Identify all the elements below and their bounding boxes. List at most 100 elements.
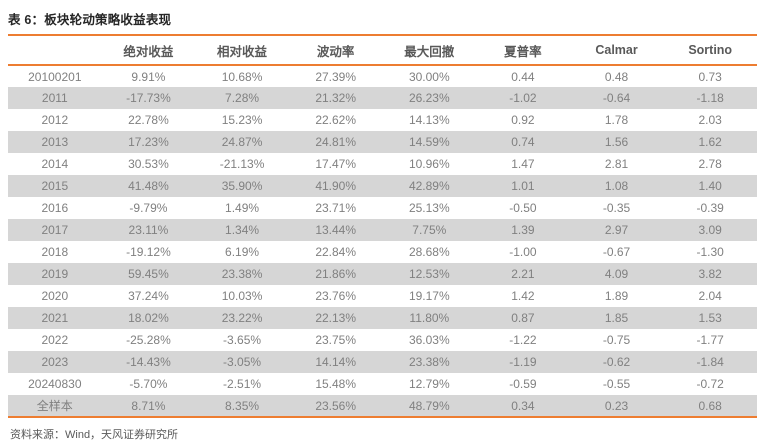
table-cell: 12.53% [408, 267, 450, 281]
table-cell: 27.39% [315, 69, 357, 84]
table-cell: 15.48% [315, 377, 357, 391]
table-cell: 23.38% [221, 267, 263, 281]
table-cell: 14.59% [408, 135, 450, 149]
table-cell: -0.35 [602, 201, 631, 215]
column-header: Calmar [569, 36, 664, 66]
table-cell: 0.68 [663, 395, 757, 418]
table-cell: 1.01 [511, 179, 535, 193]
column-header: 相对收益 [195, 36, 289, 66]
table-cell: 1.39 [511, 223, 535, 237]
table-cell: -25.28% [126, 333, 171, 347]
table-cell: 3.82 [698, 267, 722, 281]
table-cell: 2.81 [604, 157, 629, 171]
table-cell: 41.48% [128, 179, 169, 193]
table-row: 2012 22.78% 15.23% 22.62% 14.13% 0.92 1.78 2.03 [8, 109, 757, 131]
table-row: 2019 59.45% 23.38% 21.86% 12.53% 2.21 4.09 3.82 [8, 263, 757, 285]
column-header: 夏普率 [476, 36, 570, 66]
table-cell: 6.19% [225, 245, 260, 259]
table-cell: 1.89 [604, 289, 629, 303]
table-cell: -1.19 [509, 355, 537, 369]
table-cell: 23.75% [315, 333, 357, 347]
table-cell: 24.81% [315, 135, 357, 149]
table-cell: -0.67 [602, 245, 631, 259]
table-row: 20240830 -5.70% -2.51% 15.48% 12.79% -0.59 -0.… [8, 373, 757, 395]
table-cell: 11.80% [409, 311, 450, 325]
table-row: 2014 30.53% -21.13% 17.47% 10.96% 1.47 2.81 2.7… [8, 153, 757, 175]
table-cell: -1.77 [696, 333, 724, 347]
table-cell: 4.09 [604, 267, 629, 281]
table-cell: 2.78 [698, 157, 722, 171]
row-label: 2013 [41, 135, 69, 149]
row-label: 2014 [41, 157, 69, 171]
table-cell: -0.50 [509, 201, 537, 215]
table-cell: 37.24% [128, 289, 169, 303]
table-cell: 24.87% [221, 135, 263, 149]
table-cell: 0.73 [698, 69, 722, 84]
table-row: 2018 -19.12% 6.19% 22.84% 28.68% -1.00 -0.67 -1… [8, 241, 757, 263]
table-cell: 1.53 [698, 311, 722, 325]
column-header: 绝对收益 [101, 36, 196, 66]
table-cell: 0.74 [511, 135, 535, 149]
table-cell: 30.00% [408, 69, 450, 84]
table-cell: 23.71% [315, 201, 357, 215]
row-label: 2016 [41, 201, 69, 215]
table-cell: -0.39 [696, 201, 724, 215]
row-label: 2017 [41, 223, 69, 237]
table-cell: 25.13% [408, 201, 450, 215]
table-cell: 13.44% [315, 223, 357, 237]
table-row: 2023 -14.43% -3.05% 14.14% 23.38% -1.19 -0.62 -… [8, 351, 757, 373]
table-cell: 23.38% [408, 355, 450, 369]
table-cell: 2.21 [511, 267, 535, 281]
table-cell: 22.13% [315, 311, 357, 325]
table-row: 全样本 8.71% 8.35% 23.56% 48.79% 0.34 0.23 0.68 [8, 395, 757, 418]
row-label: 20100201 [28, 69, 82, 84]
row-label: 全样本 [8, 395, 102, 418]
table-cell: 21.32% [315, 91, 357, 105]
table-cell: -1.30 [696, 245, 724, 259]
table-body: 20100201 9.91% 10.68% 27.39% 30.00% 0.44 0.48 0… [8, 65, 757, 418]
table-cell: 8.35% [195, 395, 289, 418]
table-cell: 0.92 [511, 113, 535, 127]
table-row: 2020 37.24% 10.03% 23.76% 19.17% 1.42 1.89 2.04 [8, 285, 757, 307]
column-header: Sortino [663, 36, 757, 66]
table-cell: 22.84% [315, 245, 357, 259]
table-cell: -1.18 [696, 91, 724, 105]
row-label: 2012 [41, 113, 69, 127]
table-cell: 17.23% [128, 135, 169, 149]
table-row: 2016 -9.79% 1.49% 23.71% 25.13% -0.50 -0.35 -0.… [8, 197, 757, 219]
table-cell: 48.79% [382, 395, 477, 418]
table-cell: 22.78% [128, 113, 169, 127]
table-cell: 23.76% [315, 289, 357, 303]
table-cell: 1.34% [225, 223, 260, 237]
table-cell: 1.49% [225, 201, 260, 215]
table-cell: 36.03% [408, 333, 450, 347]
table-cell: 28.68% [408, 245, 450, 259]
table-cell: 2.03 [698, 113, 722, 127]
table-cell: 1.85 [604, 311, 629, 325]
table-row: 2015 41.48% 35.90% 41.90% 42.89% 1.01 1.08 1.40 [8, 175, 757, 197]
table-cell: 21.86% [315, 267, 357, 281]
table-cell: 1.78 [604, 113, 629, 127]
table-cell: 18.02% [128, 311, 169, 325]
table-cell: 1.42 [511, 289, 535, 303]
table-cell: -17.73% [126, 91, 171, 105]
table-title: 表 6：板块轮动策略收益表现 [8, 6, 757, 36]
row-label: 2011 [41, 91, 68, 105]
row-label: 2019 [41, 267, 69, 281]
column-header: 波动率 [288, 36, 383, 66]
table-cell: -21.13% [219, 157, 265, 171]
table-cell: -1.00 [509, 245, 537, 259]
row-label: 20240830 [28, 377, 82, 391]
row-label: 2021 [41, 311, 69, 325]
table-row: 2017 23.11% 1.34% 13.44% 7.75% 1.39 2.97 3.09 [8, 219, 757, 241]
table-cell: -9.79% [129, 201, 168, 215]
table-cell: 1.08 [604, 179, 629, 193]
table-cell: 3.09 [698, 223, 722, 237]
table-cell: 0.87 [511, 311, 535, 325]
table-cell: 15.23% [221, 113, 263, 127]
table-cell: 0.44 [511, 69, 535, 84]
table-cell: -3.05% [223, 355, 262, 369]
table-cell: 7.28% [225, 91, 260, 105]
table-cell: -0.62 [602, 355, 631, 369]
table-cell: -14.43% [126, 355, 171, 369]
